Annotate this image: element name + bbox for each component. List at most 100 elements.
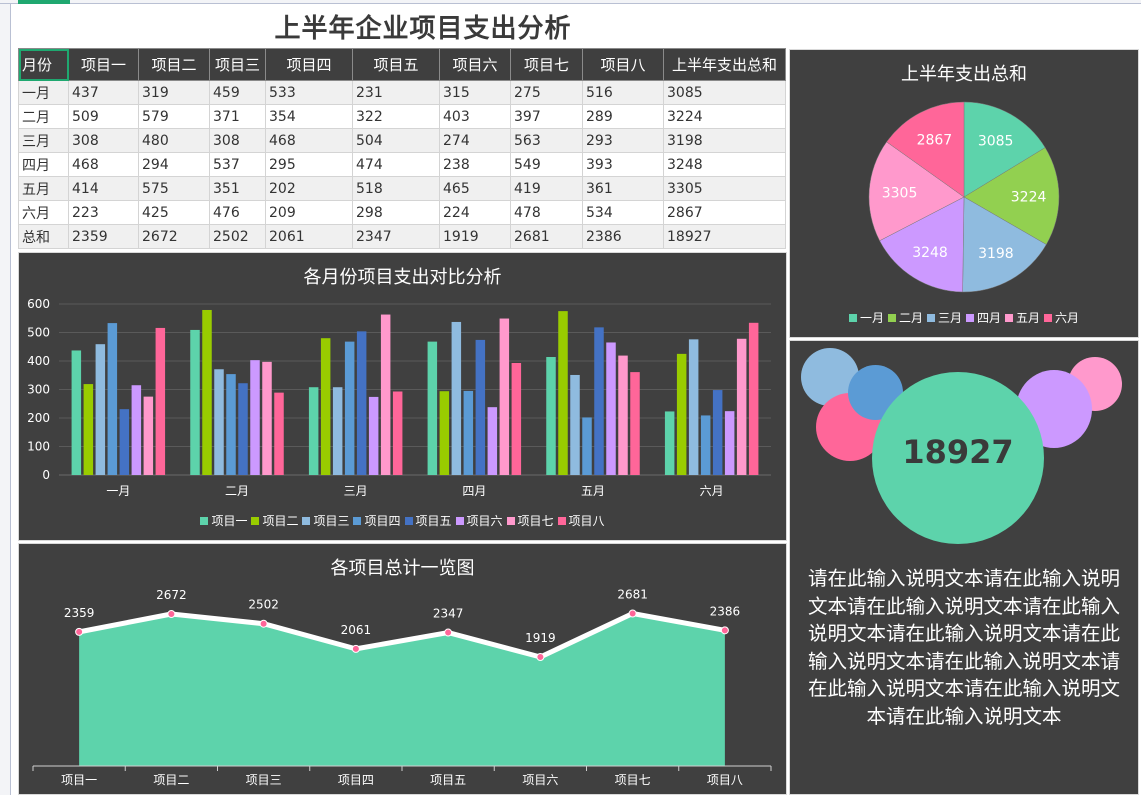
table-cell[interactable]: 425	[138, 200, 210, 225]
table-cell[interactable]: 533	[265, 80, 353, 105]
table-cell[interactable]: 3224	[663, 104, 786, 129]
table-cell[interactable]: 2672	[138, 224, 210, 249]
pie-legend-item[interactable]: 四月	[966, 309, 1001, 326]
column-header-6[interactable]: 项目六	[439, 48, 511, 81]
bar[interactable]	[700, 415, 711, 475]
table-cell[interactable]: 294	[138, 152, 210, 177]
row-label-cell[interactable]: 总和	[18, 224, 69, 249]
pie-slice[interactable]	[886, 101, 965, 198]
bar[interactable]	[546, 357, 556, 475]
bar[interactable]	[676, 353, 687, 475]
table-cell[interactable]: 361	[582, 176, 664, 201]
table-cell[interactable]: 509	[68, 104, 139, 129]
bar[interactable]	[736, 338, 747, 475]
bar[interactable]	[748, 322, 759, 475]
table-cell[interactable]: 295	[265, 152, 353, 177]
bar-legend-item[interactable]: 项目八	[557, 512, 605, 529]
table-cell[interactable]: 298	[352, 200, 440, 225]
bar[interactable]	[487, 407, 498, 475]
table-cell[interactable]: 563	[510, 128, 583, 153]
bar[interactable]	[131, 385, 142, 475]
bar[interactable]	[499, 318, 510, 475]
summary-panel[interactable]: 18927 请在此输入说明文本请在此输入说明文本请在此输入说明文本请在此输入说明…	[789, 340, 1139, 795]
bar[interactable]	[558, 311, 568, 475]
bar-legend-item[interactable]: 项目二	[251, 512, 298, 529]
data-point-marker[interactable]	[720, 626, 729, 635]
table-cell[interactable]: 2681	[510, 224, 583, 249]
bar[interactable]	[95, 344, 106, 475]
pie-slice[interactable]	[963, 101, 1046, 198]
column-header-9[interactable]: 上半年支出总和	[663, 48, 786, 81]
table-cell[interactable]: 275	[510, 80, 583, 105]
table-cell[interactable]: 516	[582, 80, 664, 105]
row-label-cell[interactable]: 三月	[18, 128, 69, 153]
bar[interactable]	[368, 396, 379, 475]
data-point-marker[interactable]	[167, 610, 176, 618]
table-cell[interactable]: 3085	[663, 80, 786, 105]
data-point-marker[interactable]	[351, 644, 360, 653]
table-cell[interactable]: 403	[439, 104, 511, 129]
pie-slice[interactable]	[879, 196, 965, 293]
table-cell[interactable]: 371	[209, 104, 266, 129]
data-point-marker[interactable]	[628, 609, 637, 618]
pie-slice[interactable]	[963, 147, 1060, 245]
bar[interactable]	[262, 361, 272, 475]
table-cell[interactable]: 293	[582, 128, 664, 153]
table-cell[interactable]: 1919	[439, 224, 511, 249]
row-label-cell[interactable]: 四月	[18, 152, 69, 177]
table-cell[interactable]: 3305	[663, 176, 786, 201]
column-header-3[interactable]: 项目三	[209, 48, 266, 81]
table-cell[interactable]: 2502	[209, 224, 266, 249]
bar[interactable]	[724, 411, 735, 475]
table-cell[interactable]: 468	[265, 128, 353, 153]
bar[interactable]	[570, 374, 580, 475]
table-cell[interactable]: 414	[68, 176, 139, 201]
table-cell[interactable]: 465	[439, 176, 511, 201]
table-cell[interactable]: 223	[68, 200, 139, 225]
table-cell[interactable]: 274	[439, 128, 511, 153]
table-cell[interactable]: 2347	[352, 224, 440, 249]
table-cell[interactable]: 322	[352, 104, 440, 129]
table-cell[interactable]: 231	[352, 80, 440, 105]
table-cell[interactable]: 354	[265, 104, 353, 129]
table-cell[interactable]: 397	[510, 104, 583, 129]
bar[interactable]	[356, 331, 367, 475]
bar[interactable]	[308, 387, 319, 475]
data-point-marker[interactable]	[536, 653, 545, 661]
bar-legend-item[interactable]: 项目一	[200, 512, 247, 529]
table-cell[interactable]: 3198	[663, 128, 786, 153]
pie-chart-panel[interactable]: 上半年支出总和 3085 3224 3198 3248 3305 2867 一月 二月 三月 四…	[789, 49, 1139, 338]
column-header-4[interactable]: 项目四	[265, 48, 353, 81]
pie-legend-item[interactable]: 一月	[848, 309, 884, 326]
bar[interactable]	[618, 355, 628, 475]
bar[interactable]	[594, 327, 604, 475]
data-point-marker[interactable]	[75, 627, 84, 636]
table-cell[interactable]: 537	[209, 152, 266, 177]
table-cell[interactable]: 476	[209, 200, 266, 225]
table-cell[interactable]: 238	[439, 152, 511, 177]
bar[interactable]	[143, 396, 154, 475]
bar[interactable]	[475, 339, 486, 475]
pie-legend-item[interactable]: 五月	[1005, 309, 1040, 326]
bar[interactable]	[688, 339, 699, 475]
pie-legend-item[interactable]: 六月	[1044, 309, 1079, 326]
bar[interactable]	[439, 391, 450, 475]
row-label-cell[interactable]: 六月	[18, 200, 69, 225]
bar[interactable]	[344, 341, 355, 475]
table-cell[interactable]: 2061	[265, 224, 353, 249]
table-cell[interactable]: 2867	[663, 200, 786, 225]
table-cell[interactable]: 308	[209, 128, 266, 153]
table-cell[interactable]: 351	[209, 176, 266, 201]
table-cell[interactable]: 459	[209, 80, 266, 105]
table-cell[interactable]: 549	[510, 152, 583, 177]
column-header-0[interactable]: 月份	[18, 48, 69, 81]
table-cell[interactable]: 202	[265, 176, 353, 201]
row-label-cell[interactable]: 五月	[18, 176, 69, 201]
table-cell[interactable]: 393	[582, 152, 664, 177]
column-header-2[interactable]: 项目二	[138, 48, 210, 81]
bar[interactable]	[451, 321, 462, 475]
table-cell[interactable]: 209	[265, 200, 353, 225]
bar[interactable]	[83, 384, 94, 475]
bar-legend-item[interactable]: 项目四	[353, 512, 401, 529]
row-label-cell[interactable]: 二月	[18, 104, 69, 129]
